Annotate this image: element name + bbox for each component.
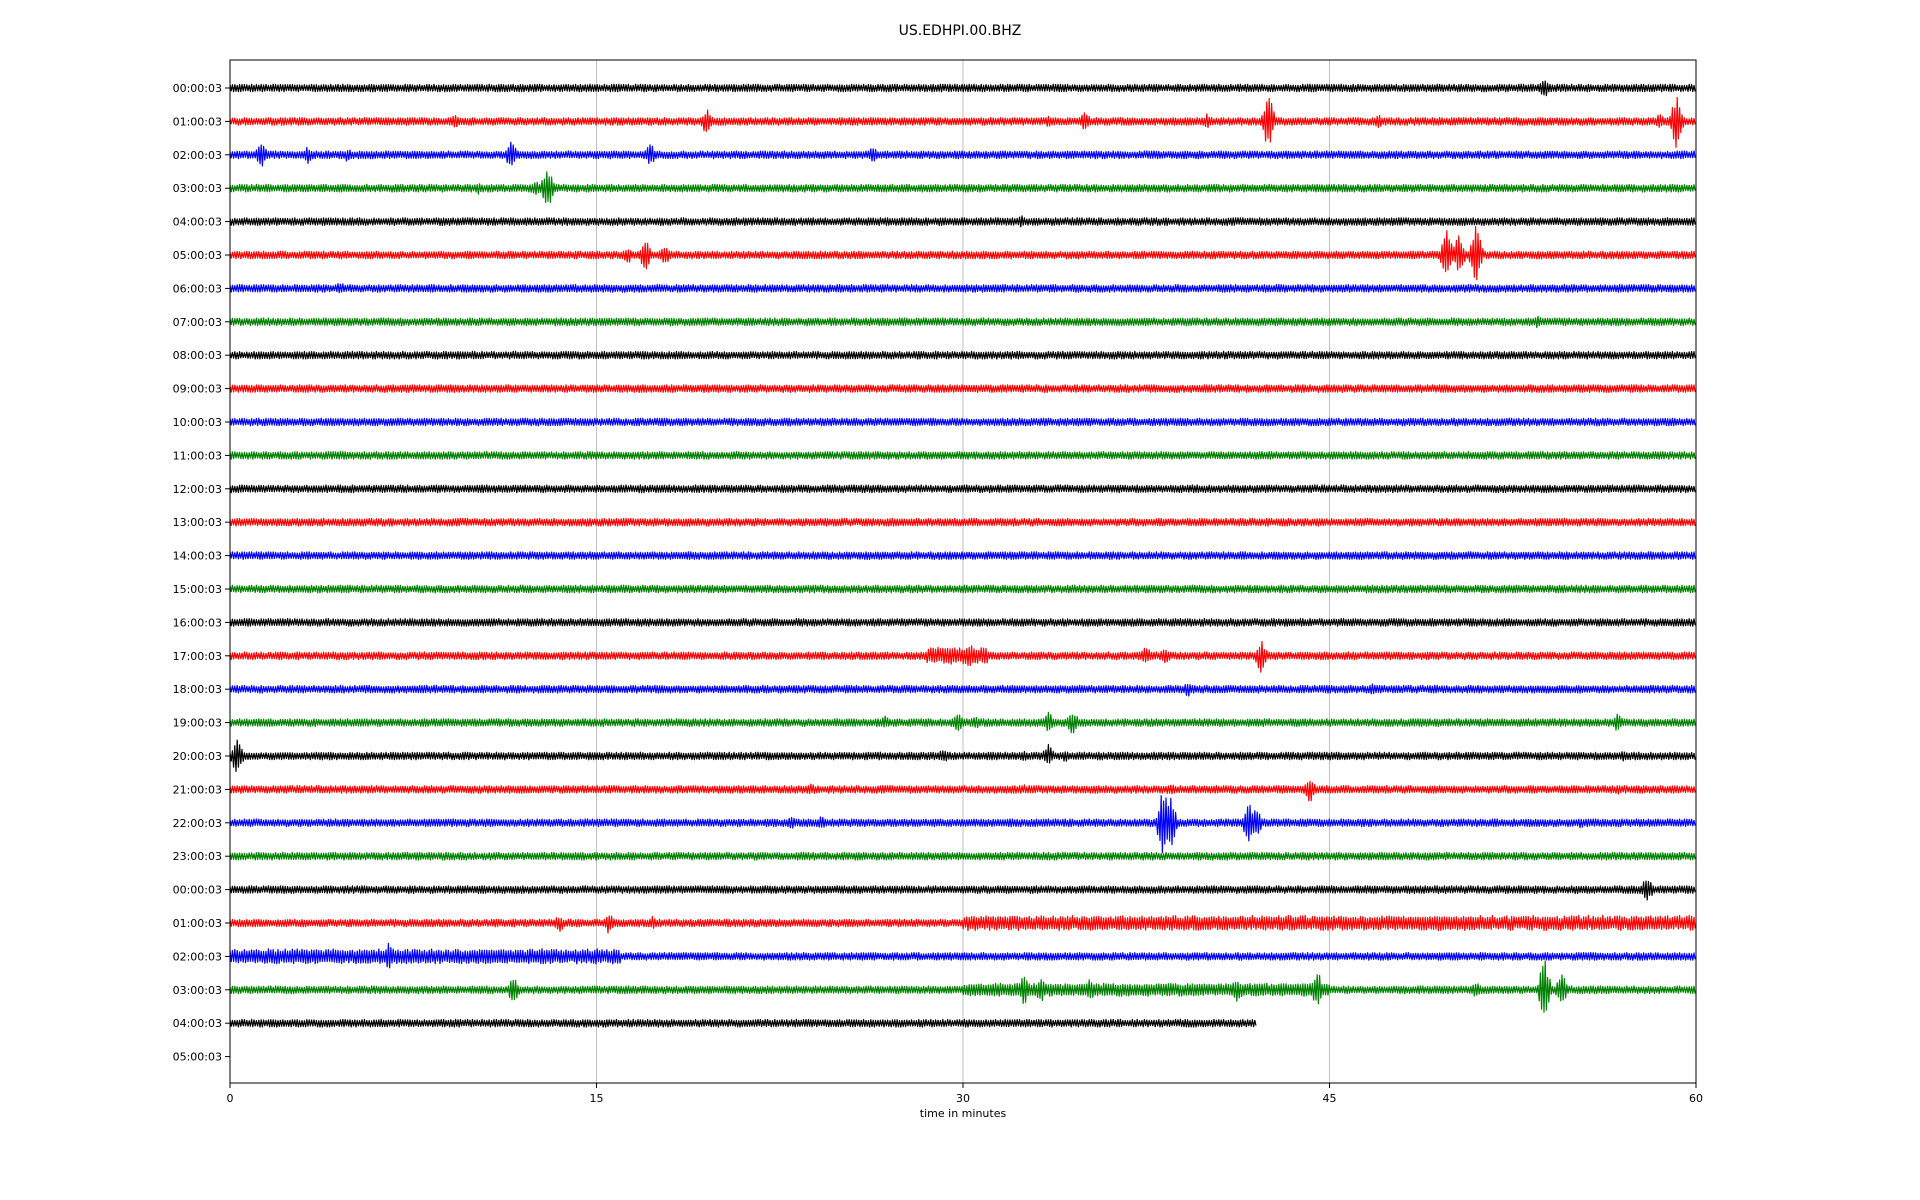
y-tick-label: 12:00:03 — [173, 483, 222, 496]
y-tick-label: 14:00:03 — [173, 550, 222, 563]
trace-line — [229, 315, 1696, 329]
trace-line — [229, 584, 1696, 594]
y-tick-label: 05:00:03 — [173, 1051, 222, 1064]
x-tick-label: 60 — [1689, 1092, 1703, 1105]
trace-line — [229, 960, 1696, 1013]
y-tick-label: 13:00:03 — [173, 516, 222, 529]
trace-line — [229, 384, 1696, 393]
trace-line — [229, 283, 1696, 294]
trace-line — [229, 942, 1696, 969]
y-tick-label: 03:00:03 — [173, 182, 222, 195]
trace-line — [229, 795, 1696, 854]
trace-line — [229, 215, 1696, 228]
trace-line — [229, 914, 1696, 934]
chart-title: US.EDHPI.00.BHZ — [899, 23, 1022, 39]
y-tick-label: 16:00:03 — [173, 616, 222, 629]
trace-line — [229, 451, 1696, 460]
y-tick-label: 11:00:03 — [173, 449, 222, 462]
trace-line — [229, 551, 1696, 560]
y-tick-label: 09:00:03 — [173, 383, 222, 396]
trace-line — [229, 618, 1696, 627]
trace-line — [229, 851, 1696, 861]
y-tick-label: 01:00:03 — [173, 115, 222, 128]
y-tick-label: 10:00:03 — [173, 416, 222, 429]
y-axis: 00:00:03 01:00:03 02:00:03 03:00:03 04:00:03… — [173, 82, 230, 1064]
trace-line — [229, 226, 1696, 281]
trace-line — [229, 1018, 1257, 1028]
y-tick-label: 22:00:03 — [173, 817, 222, 830]
y-tick-label: 00:00:03 — [173, 82, 222, 95]
x-tick-label: 15 — [590, 1092, 604, 1105]
x-tick-label: 45 — [1323, 1092, 1337, 1105]
trace-layer — [229, 80, 1696, 1028]
y-tick-label: 03:00:03 — [173, 984, 222, 997]
y-tick-label: 07:00:03 — [173, 316, 222, 329]
y-tick-label: 20:00:03 — [173, 750, 222, 763]
y-tick-label: 18:00:03 — [173, 683, 222, 696]
y-tick-label: 19:00:03 — [173, 717, 222, 730]
y-tick-label: 02:00:03 — [173, 149, 222, 162]
y-tick-label: 04:00:03 — [173, 1017, 222, 1030]
trace-line — [229, 484, 1696, 494]
trace-line — [229, 739, 1696, 773]
y-tick-label: 08:00:03 — [173, 349, 222, 362]
y-tick-label: 00:00:03 — [173, 884, 222, 897]
trace-line — [229, 640, 1696, 673]
trace-line — [229, 517, 1696, 527]
y-tick-label: 17:00:03 — [173, 650, 222, 663]
trace-line — [229, 350, 1696, 360]
trace-line — [229, 171, 1696, 204]
vertical-grid — [596, 60, 1330, 1083]
trace-line — [229, 96, 1696, 148]
x-axis-label: time in minutes — [920, 1107, 1007, 1120]
trace-line — [229, 683, 1696, 697]
y-tick-label: 15:00:03 — [173, 583, 222, 596]
x-axis: 0 15 30 45 60 — [227, 1083, 1703, 1105]
trace-line — [229, 417, 1696, 427]
y-tick-label: 06:00:03 — [173, 282, 222, 295]
y-tick-label: 02:00:03 — [173, 950, 222, 963]
y-tick-label: 23:00:03 — [173, 850, 222, 863]
y-tick-label: 01:00:03 — [173, 917, 222, 930]
trace-line — [229, 780, 1696, 802]
x-tick-label: 0 — [227, 1092, 234, 1105]
trace-line — [229, 141, 1696, 167]
trace-line — [229, 80, 1696, 97]
x-tick-label: 30 — [956, 1092, 970, 1105]
trace-line — [229, 711, 1696, 734]
y-tick-label: 04:00:03 — [173, 216, 222, 229]
trace-line — [229, 880, 1696, 901]
y-tick-label: 05:00:03 — [173, 249, 222, 262]
y-tick-label: 21:00:03 — [173, 783, 222, 796]
